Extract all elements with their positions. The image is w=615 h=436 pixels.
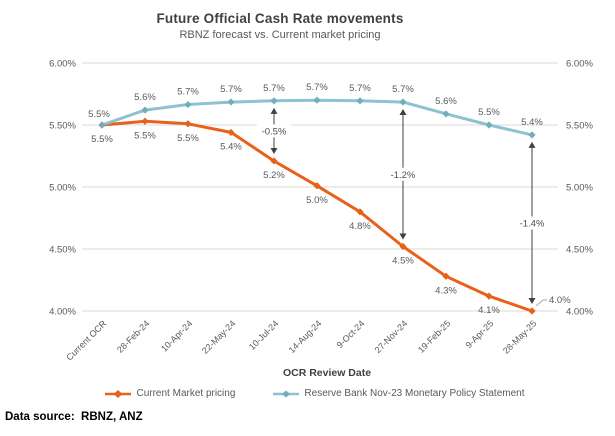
x-axis-tick-label: 22-May-24 xyxy=(200,318,237,355)
chart-title: Future Official Cash Rate movements xyxy=(156,11,404,26)
data-label: 5.4% xyxy=(521,117,543,128)
y-axis-tick-label-right: 5.50% xyxy=(566,121,593,132)
legend-marker-market-icon xyxy=(105,389,132,398)
data-label: 5.7% xyxy=(263,83,285,94)
data-point-marker xyxy=(184,120,192,128)
arrow-down-icon xyxy=(270,147,278,154)
data-label: 4.5% xyxy=(392,256,414,267)
data-point-marker xyxy=(485,292,493,300)
data-point-marker xyxy=(485,121,493,129)
y-axis-tick-label-left: 5.00% xyxy=(49,183,76,194)
data-point-marker xyxy=(270,97,278,105)
data-label: 5.7% xyxy=(392,84,414,95)
annotation-label-bg xyxy=(257,124,291,138)
legend-label-rbnz: Reserve Bank Nov-23 Monetary Policy Stat… xyxy=(304,388,525,399)
y-axis-tick-label-left: 6.00% xyxy=(49,59,76,70)
arrow-up-icon xyxy=(270,107,278,114)
legend-item-current-market-pricing: Current Market pricing xyxy=(105,388,235,399)
arrow-down-icon xyxy=(399,233,407,240)
legend-marker-rbnz-icon xyxy=(273,390,300,397)
data-source: Data source: RBNZ, ANZ xyxy=(5,411,143,423)
data-point-marker xyxy=(528,307,536,315)
y-axis-tick-label-right: 4.50% xyxy=(566,245,593,256)
data-label: 5.6% xyxy=(435,96,457,107)
series-line-rbnz-forecast xyxy=(101,98,533,137)
data-label: 5.5% xyxy=(88,109,110,120)
x-axis-tick-label: 28-Feb-24 xyxy=(115,318,151,354)
legend: Current Market pricing Reserve Bank Nov-… xyxy=(15,388,615,399)
data-label: 4.1% xyxy=(478,305,500,316)
legend-item-rbnz-statement: Reserve Bank Nov-23 Monetary Policy Stat… xyxy=(273,388,525,399)
arrow-down-icon xyxy=(528,298,536,304)
annotation-label: -1.4% xyxy=(520,218,545,229)
annotation-label-bg xyxy=(386,167,420,181)
x-axis-tick-label: 28-May-25 xyxy=(501,318,538,355)
x-axis-title: OCR Review Date xyxy=(282,367,372,379)
data-point-marker xyxy=(313,182,321,190)
annotation-label-bg xyxy=(515,216,549,230)
data-point-marker xyxy=(313,96,321,104)
y-axis-tick-label-left: 5.50% xyxy=(49,121,76,132)
data-point-marker xyxy=(184,100,192,109)
data-label: 5.5% xyxy=(478,107,500,118)
data-point-marker xyxy=(356,97,364,105)
data-label: 5.5% xyxy=(177,133,199,144)
y-axis-tick-label-right: 5.00% xyxy=(566,183,593,194)
data-point-marker xyxy=(442,272,450,280)
data-point-marker xyxy=(528,131,536,139)
annotation-label: -0.5% xyxy=(262,126,287,137)
data-label: 5.4% xyxy=(220,141,242,152)
data-label-callout: 4.0% xyxy=(549,295,571,306)
data-point-marker xyxy=(356,208,364,216)
x-axis-tick-label: 27-Nov-24 xyxy=(373,318,410,355)
x-axis-tick-label: 19-Feb-25 xyxy=(416,318,452,354)
data-point-marker xyxy=(270,157,278,165)
data-label: 5.7% xyxy=(177,87,199,98)
data-label: 5.2% xyxy=(263,170,285,181)
legend-label-market: Current Market pricing xyxy=(136,388,236,399)
data-point-marker xyxy=(227,98,235,106)
series-line-current-market xyxy=(101,119,533,313)
data-point-marker xyxy=(399,98,407,106)
x-axis-tick-label: Current OCR xyxy=(64,318,109,363)
data-point-marker xyxy=(399,242,407,251)
y-axis-tick-label-right: 4.00% xyxy=(566,307,593,318)
annotation-label: -1.2% xyxy=(391,170,416,181)
y-axis-tick-label-left: 4.00% xyxy=(49,307,76,318)
data-point-marker xyxy=(141,117,149,125)
data-point-marker xyxy=(227,128,235,137)
data-label: 4.3% xyxy=(435,285,457,296)
data-label: 5.7% xyxy=(220,84,242,95)
chart-subtitle: RBNZ forecast vs. Current market pricing xyxy=(179,29,381,41)
y-axis-tick-label-right: 6.00% xyxy=(566,59,593,70)
data-label: 5.0% xyxy=(306,195,328,206)
data-label: 5.7% xyxy=(306,82,328,93)
data-label: 5.5% xyxy=(91,134,113,145)
arrow-up-icon xyxy=(399,109,407,116)
x-axis-tick-label: 10-Jul-24 xyxy=(247,318,281,352)
y-axis-tick-label-left: 4.50% xyxy=(49,245,76,256)
x-axis-tick-label: 10-Apr-24 xyxy=(159,318,194,353)
data-point-marker xyxy=(442,110,450,118)
data-point-marker xyxy=(98,121,106,129)
data-label: 5.5% xyxy=(134,130,156,141)
data-label: 5.7% xyxy=(349,83,371,94)
x-axis-tick-label: 14-Aug-24 xyxy=(287,318,324,355)
data-label: 5.6% xyxy=(134,92,156,103)
chart-header: Future Official Cash Rate movements RBNZ… xyxy=(0,11,560,41)
data-label: 4.8% xyxy=(349,221,371,232)
data-point-marker xyxy=(141,106,149,114)
x-axis-tick-label: 9-Apr-25 xyxy=(464,318,496,350)
arrow-up-icon xyxy=(528,141,536,148)
callout-leader xyxy=(535,299,547,307)
x-axis-tick-label: 9-Oct-24 xyxy=(335,318,367,350)
